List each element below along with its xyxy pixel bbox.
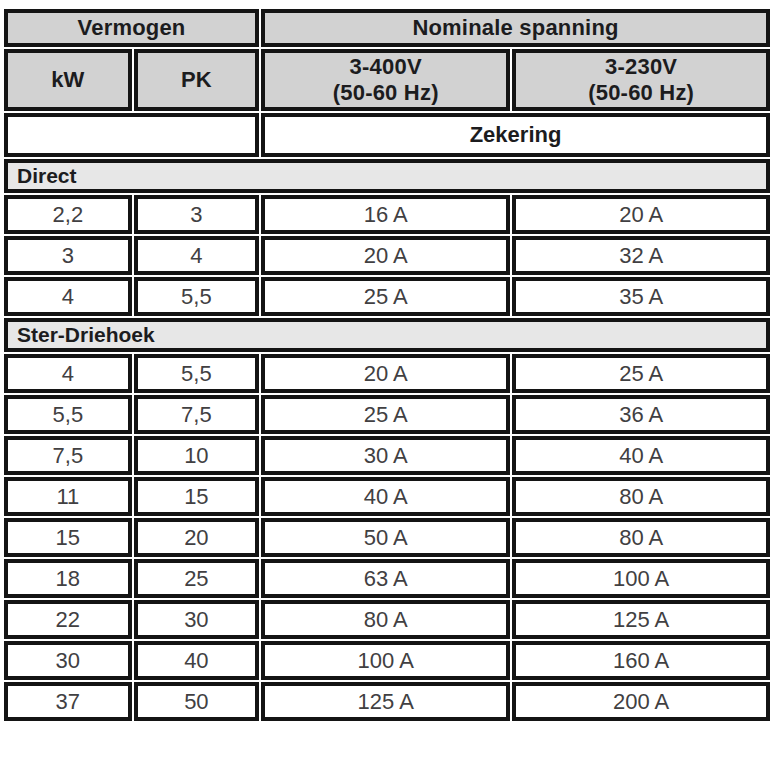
table-cell: 25 [134, 559, 259, 598]
header-kw: kW [4, 49, 132, 111]
table-cell: 125 A [261, 682, 510, 721]
table-row: 152050 A80 A [4, 518, 770, 557]
table-cell: 125 A [512, 600, 770, 639]
table-cell: 25 A [512, 354, 770, 393]
table-cell: 20 A [261, 354, 510, 393]
table-cell: 5,5 [134, 354, 259, 393]
table-cell: 100 A [512, 559, 770, 598]
table-cell: 40 [134, 641, 259, 680]
table-cell: 50 [134, 682, 259, 721]
table-cell: 40 A [261, 477, 510, 516]
table-cell: 30 [4, 641, 132, 680]
table-cell: 4 [134, 236, 259, 275]
header-3-400v: 3-400V (50-60 Hz) [261, 49, 510, 111]
table-cell: 4 [4, 354, 132, 393]
table-row: 45,520 A25 A [4, 354, 770, 393]
table-cell: 80 A [512, 477, 770, 516]
table-cell: 7,5 [4, 436, 132, 475]
header-3-230v: 3-230V (50-60 Hz) [512, 49, 770, 111]
header-pk: PK [134, 49, 259, 111]
table-cell: 160 A [512, 641, 770, 680]
table-cell: 5,5 [134, 277, 259, 316]
empty-cell [4, 113, 259, 157]
table-cell: 18 [4, 559, 132, 598]
header-nominale-spanning: Nominale spanning [261, 9, 770, 47]
header-3-400v-voltage: 3-400V [265, 54, 506, 80]
table-row: 45,525 A35 A [4, 277, 770, 316]
table-body: Direct2,2316 A20 A3420 A32 A45,525 A35 A… [4, 159, 770, 721]
table-cell: 25 A [261, 277, 510, 316]
fuse-specification-table: Vermogen Nominale spanning kW PK 3-400V … [2, 7, 772, 723]
section-row: Direct [4, 159, 770, 193]
header-3-230v-frequency: (50-60 Hz) [516, 80, 766, 106]
table-cell: 7,5 [134, 395, 259, 434]
table-row: 111540 A80 A [4, 477, 770, 516]
table-cell: 10 [134, 436, 259, 475]
table-cell: 80 A [261, 600, 510, 639]
table-cell: 11 [4, 477, 132, 516]
section-label: Ster-Driehoek [4, 318, 770, 352]
table-cell: 40 A [512, 436, 770, 475]
table-cell: 50 A [261, 518, 510, 557]
header-group-row: Vermogen Nominale spanning [4, 9, 770, 47]
zekering-row: Zekering [4, 113, 770, 157]
table-cell: 37 [4, 682, 132, 721]
table-row: 182563 A100 A [4, 559, 770, 598]
table-cell: 15 [134, 477, 259, 516]
header-zekering: Zekering [261, 113, 770, 157]
table-cell: 3 [134, 195, 259, 234]
table-row: 3040100 A160 A [4, 641, 770, 680]
header-columns-row: kW PK 3-400V (50-60 Hz) 3-230V (50-60 Hz… [4, 49, 770, 111]
table-row: 223080 A125 A [4, 600, 770, 639]
header-3-230v-voltage: 3-230V [516, 54, 766, 80]
table-cell: 20 A [512, 195, 770, 234]
table-cell: 200 A [512, 682, 770, 721]
table-cell: 16 A [261, 195, 510, 234]
table-row: 5,57,525 A36 A [4, 395, 770, 434]
table-row: 7,51030 A40 A [4, 436, 770, 475]
table-cell: 35 A [512, 277, 770, 316]
table-cell: 80 A [512, 518, 770, 557]
section-row: Ster-Driehoek [4, 318, 770, 352]
table-cell: 32 A [512, 236, 770, 275]
table-cell: 3 [4, 236, 132, 275]
table-row: 3750125 A200 A [4, 682, 770, 721]
table-cell: 63 A [261, 559, 510, 598]
table-cell: 25 A [261, 395, 510, 434]
table-cell: 15 [4, 518, 132, 557]
table-cell: 30 A [261, 436, 510, 475]
table-cell: 5,5 [4, 395, 132, 434]
table-cell: 22 [4, 600, 132, 639]
header-3-400v-frequency: (50-60 Hz) [265, 80, 506, 106]
table-cell: 20 A [261, 236, 510, 275]
table-row: 3420 A32 A [4, 236, 770, 275]
table-row: 2,2316 A20 A [4, 195, 770, 234]
table-cell: 100 A [261, 641, 510, 680]
table-cell: 30 [134, 600, 259, 639]
table-cell: 20 [134, 518, 259, 557]
table-cell: 2,2 [4, 195, 132, 234]
table-cell: 36 A [512, 395, 770, 434]
header-vermogen: Vermogen [4, 9, 259, 47]
table-cell: 4 [4, 277, 132, 316]
section-label: Direct [4, 159, 770, 193]
document-page: Vermogen Nominale spanning kW PK 3-400V … [0, 0, 774, 727]
